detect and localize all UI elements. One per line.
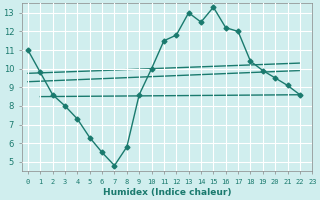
X-axis label: Humidex (Indice chaleur): Humidex (Indice chaleur) (103, 188, 231, 197)
